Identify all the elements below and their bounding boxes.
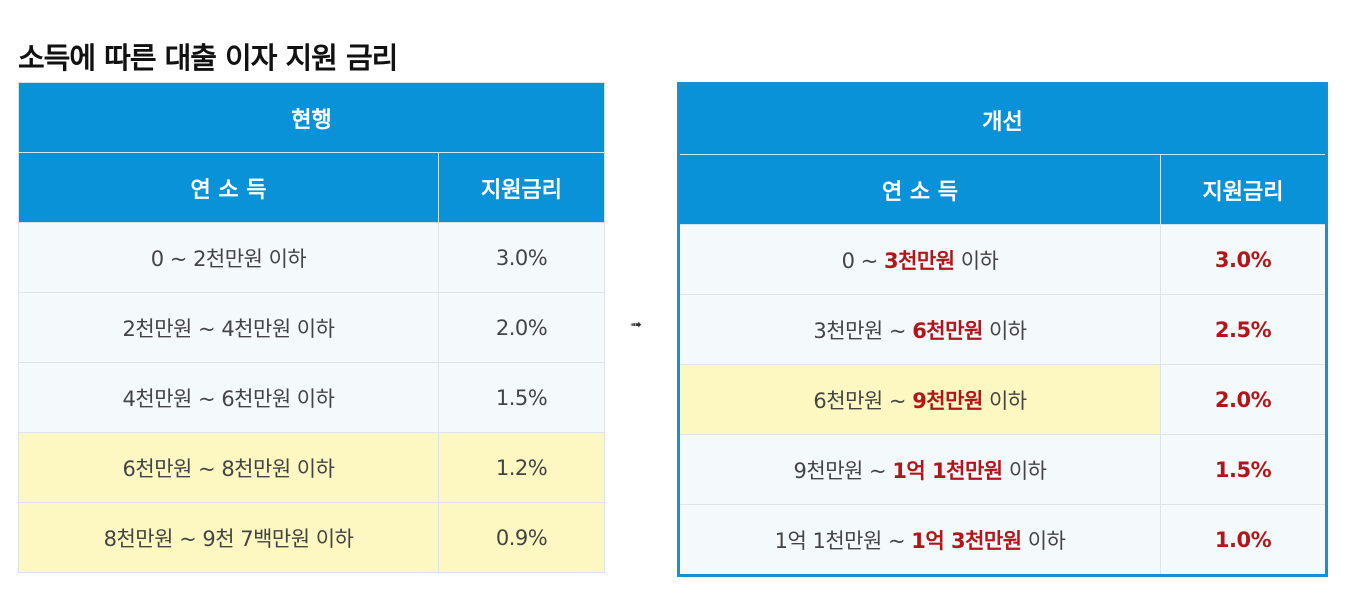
rate-cell: 2.5% [1159,294,1328,365]
current-rate-table: 현행 연 소 득 지원금리 0 ~ 2천만원 이하 3.0% 2천만원 ~ 4천… [17,82,606,573]
table-row: 4천만원 ~ 6천만원 이하 1.5% [18,362,606,433]
table-row: 2천만원 ~ 4천만원 이하 2.0% [18,292,606,363]
improved-rate-table: 개선 연 소 득 지원금리 0 ~ 3천만원 이하 3.0% 3천만원 ~ 6천… [677,82,1329,577]
income-cell: 9천만원 ~ 1억 1천만원 이하 [678,434,1161,505]
rate-cell: 1.2% [437,432,606,503]
rate-cell: 2.0% [437,292,606,363]
income-cell: 3천만원 ~ 6천만원 이하 [678,294,1161,365]
income-prefix: 1억 1천만원 ~ [774,528,912,553]
income-prefix: 3천만원 ~ [813,318,913,343]
income-upper-bound: 1억 3천만원 [911,528,1022,553]
table-row: 3천만원 ~ 6천만원 이하 2.5% [678,294,1328,365]
table-row: 8천만원 ~ 9천 7백만원 이하 0.9% [18,502,606,573]
income-suffix: 이하 [1021,528,1066,553]
income-suffix: 이하 [982,318,1027,343]
rate-cell: 3.0% [437,222,606,293]
improved-col-income: 연 소 득 [678,154,1161,225]
income-cell: 0 ~ 2천만원 이하 [18,222,439,293]
rate-cell: 1.0% [1159,504,1328,576]
table-row: 9천만원 ~ 1억 1천만원 이하 1.5% [678,434,1328,505]
table-row: 0 ~ 3천만원 이하 3.0% [678,224,1328,295]
table-row: 0 ~ 2천만원 이하 3.0% [18,222,606,293]
income-prefix: 0 ~ [841,248,884,273]
income-cell: 0 ~ 3천만원 이하 [678,224,1161,295]
improved-table-header: 개선 [677,83,1328,155]
income-suffix: 이하 [1002,458,1047,483]
table-row: 1억 1천만원 ~ 1억 3천만원 이하 1.0% [678,504,1328,576]
income-upper-bound: 1억 1천만원 [892,458,1003,483]
rate-cell: 0.9% [437,502,606,573]
table-row: 6천만원 ~ 9천만원 이하 2.0% [678,364,1328,435]
income-upper-bound: 9천만원 [912,388,983,413]
rate-cell: 2.0% [1159,364,1328,435]
improved-col-rate: 지원금리 [1159,154,1328,225]
income-suffix: 이하 [954,248,999,273]
income-cell: 1억 1천만원 ~ 1억 3천만원 이하 [678,504,1161,576]
income-suffix: 이하 [982,388,1027,413]
income-upper-bound: 3천만원 [883,248,955,273]
income-cell: 2천만원 ~ 4천만원 이하 [18,292,439,363]
income-prefix: 6천만원 ~ [813,388,913,413]
income-cell: 6천만원 ~ 8천만원 이하 [18,432,439,503]
rate-cell: 3.0% [1159,224,1328,295]
current-table-header: 현행 [17,82,606,153]
income-cell: 8천만원 ~ 9천 7백만원 이하 [18,502,439,573]
income-prefix: 9천만원 ~ [793,458,893,483]
rate-cell: 1.5% [1159,434,1328,505]
income-cell: 6천만원 ~ 9천만원 이하 [678,364,1161,435]
current-col-income: 연 소 득 [18,152,439,223]
table-row: 6천만원 ~ 8천만원 이하 1.2% [18,432,606,503]
income-upper-bound: 6천만원 [912,318,983,343]
current-col-rate: 지원금리 [437,152,606,223]
income-cell: 4천만원 ~ 6천만원 이하 [18,362,439,433]
arrow-right-icon: ➟ [630,317,642,333]
page-title: 소득에 따른 대출 이자 지원 금리 [18,41,398,75]
rate-cell: 1.5% [437,362,606,433]
